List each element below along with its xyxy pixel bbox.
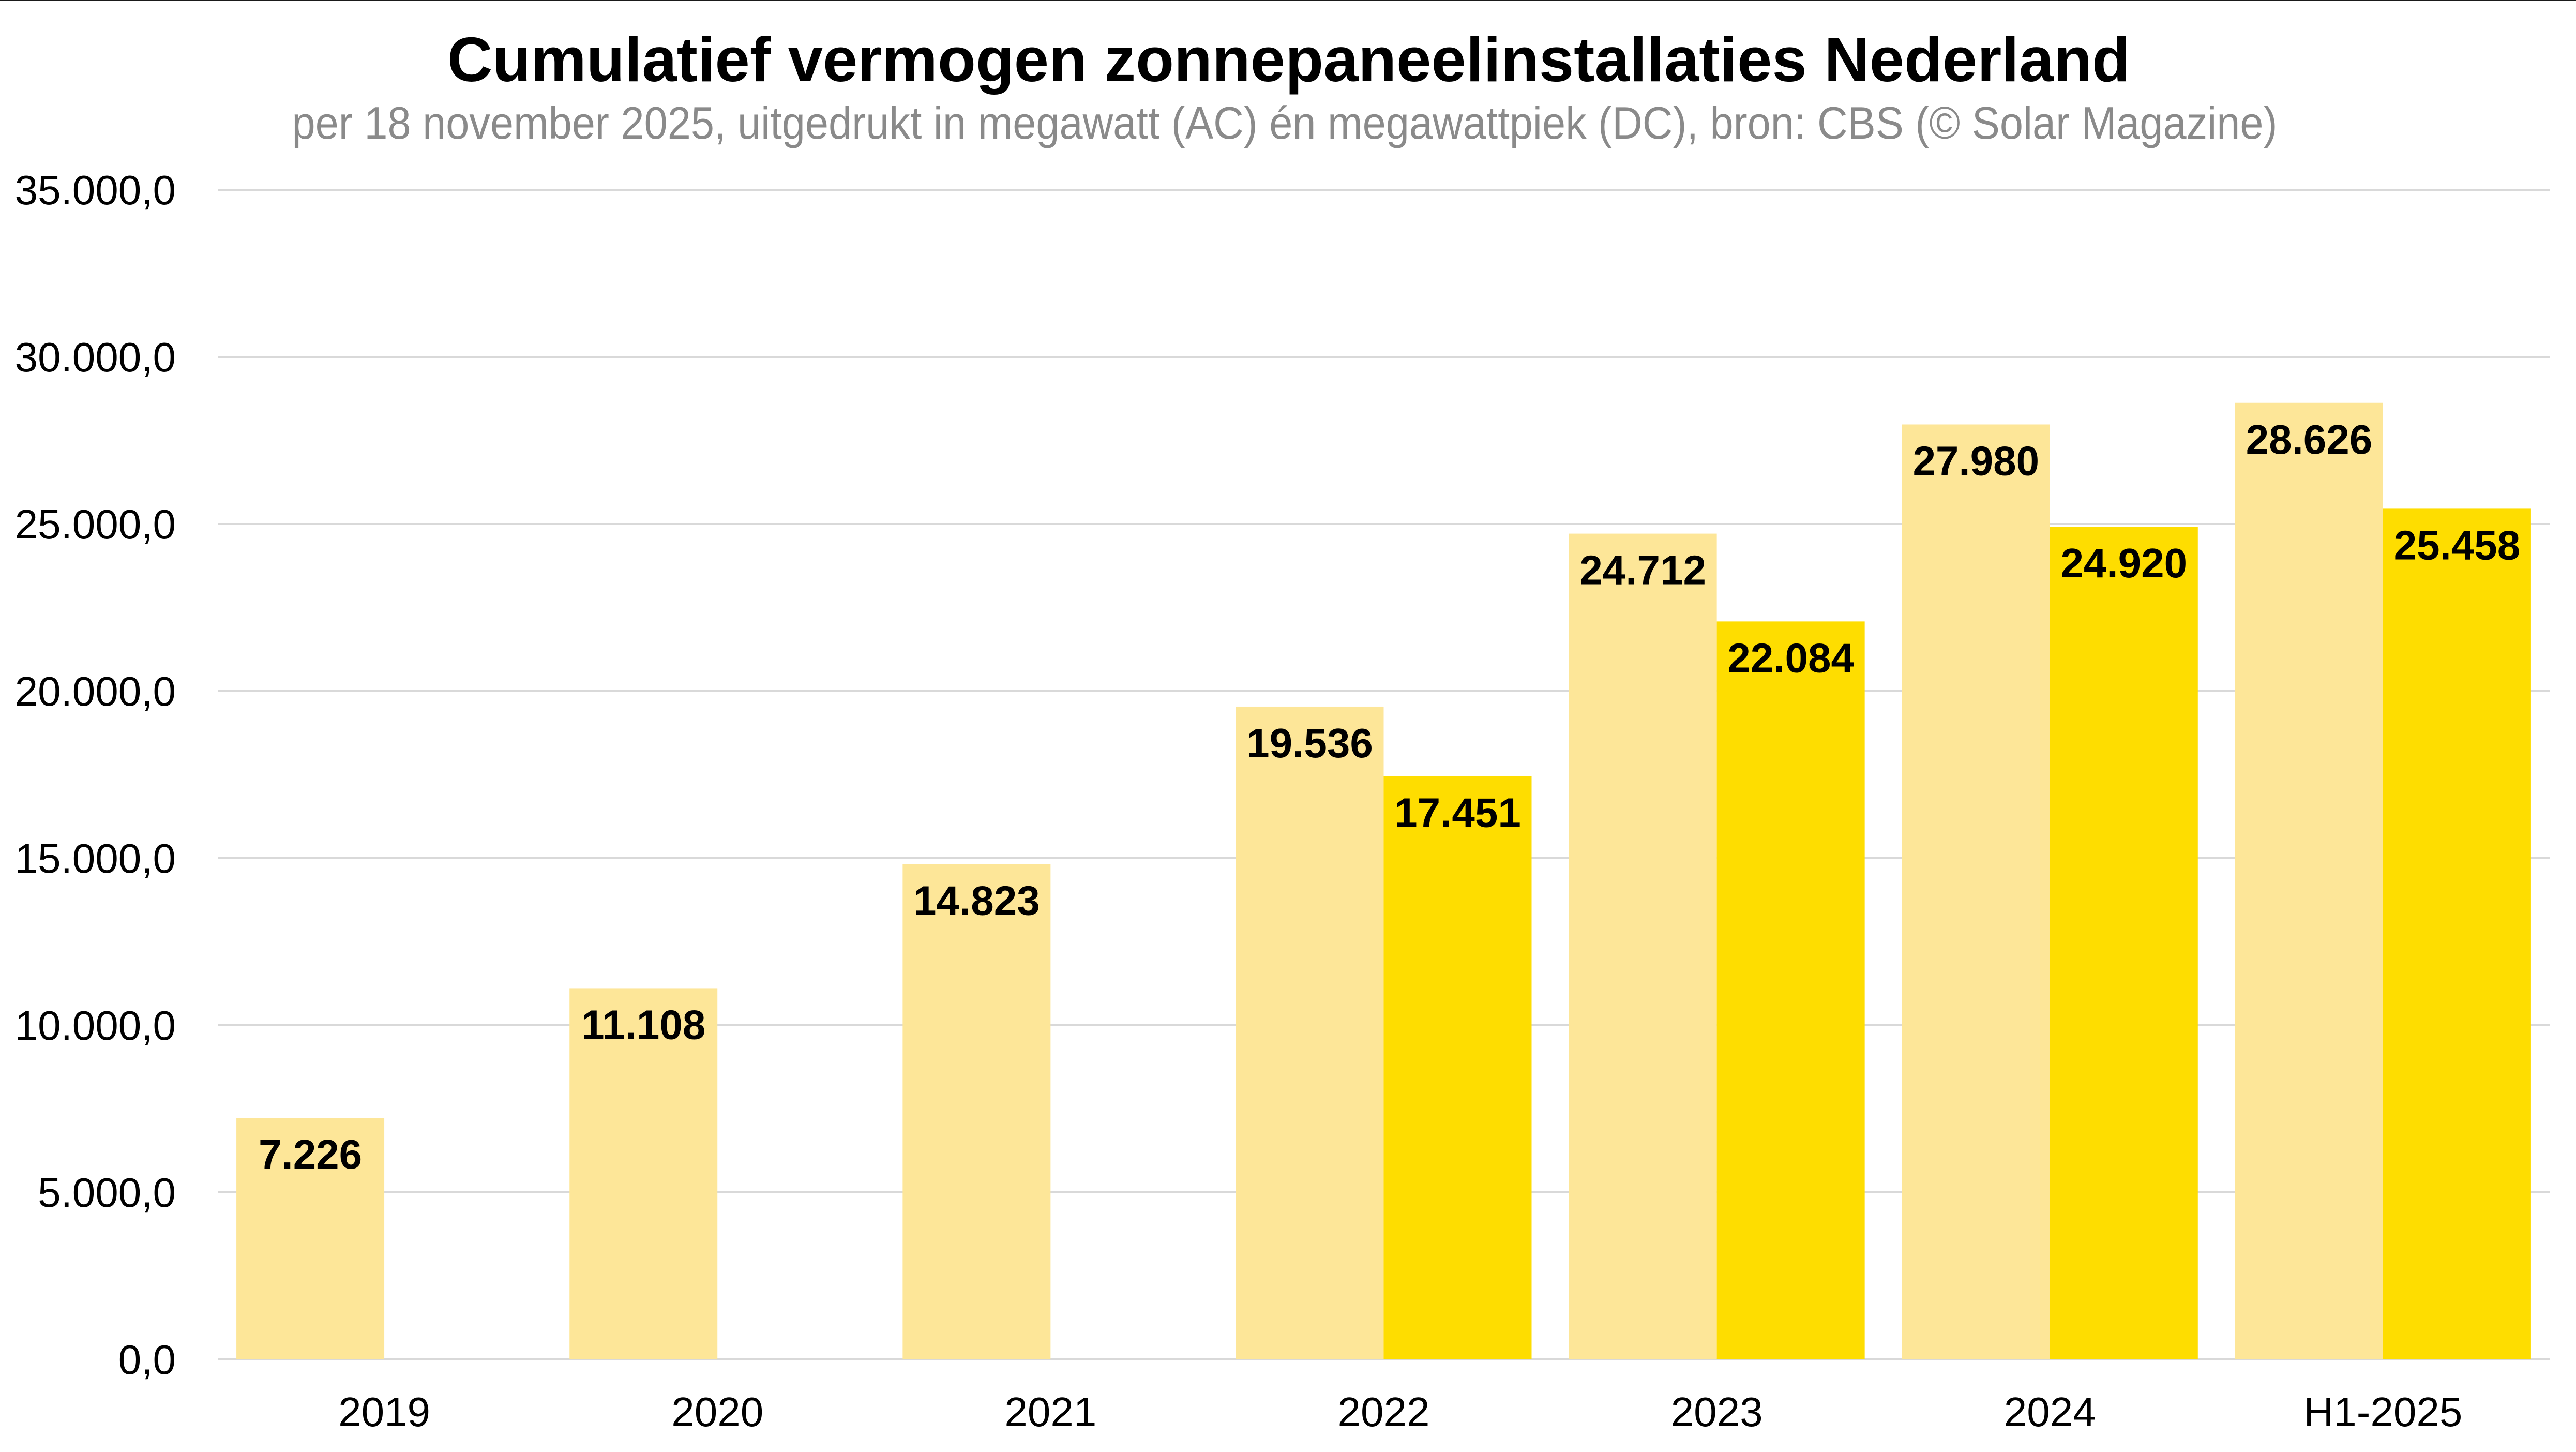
data-label: 25.458 <box>2394 522 2521 568</box>
y-tick-label: 10.000,0 <box>15 1002 176 1049</box>
x-tick-label: 2023 <box>1671 1389 1763 1435</box>
x-tick-label: H1-2025 <box>2303 1389 2462 1435</box>
x-tick-label: 2019 <box>338 1389 430 1435</box>
y-tick-label: 20.000,0 <box>15 668 176 714</box>
bar-series1-2024 <box>1902 424 2050 1360</box>
y-tick-label: 30.000,0 <box>15 334 176 380</box>
data-label: 11.108 <box>581 1001 705 1047</box>
bar-series1-2021 <box>902 864 1051 1359</box>
x-axis-tick-labels: 2019 2020 2021 2022 2023 2024 H1-2025 <box>338 1389 2462 1435</box>
data-labels: 7.226 11.108 14.823 19.536 24.712 27.980 28.62… <box>259 416 2520 1177</box>
bar-series2-2024 <box>2050 527 2198 1360</box>
x-tick-label: 2024 <box>2004 1389 2096 1435</box>
data-label: 27.980 <box>1912 438 2039 484</box>
y-tick-label: 0,0 <box>118 1337 176 1383</box>
x-tick-label: 2022 <box>1338 1389 1430 1435</box>
bars <box>236 402 2531 1360</box>
y-tick-label: 15.000,0 <box>15 835 176 881</box>
data-label: 22.084 <box>1727 635 1854 681</box>
data-label: 24.712 <box>1579 547 1706 593</box>
bar-series2-2022 <box>1383 776 1532 1359</box>
y-tick-label: 25.000,0 <box>15 501 176 547</box>
bar-series2-h1-2025 <box>2383 508 2531 1359</box>
bar-series1-2020 <box>569 988 718 1359</box>
bar-series1-2022 <box>1236 706 1384 1359</box>
data-label: 14.823 <box>913 877 1040 923</box>
bar-series1-h1-2025 <box>2235 402 2383 1359</box>
data-label: 28.626 <box>2246 416 2373 462</box>
chart-title: Cumulatief vermogen zonnepaneelinstallat… <box>447 24 2130 95</box>
y-tick-label: 5.000,0 <box>38 1170 176 1216</box>
y-axis-tick-labels: 0,0 5.000,0 10.000,0 15.000,0 20.000,0 25.000… <box>15 167 176 1383</box>
bar-series1-2019 <box>236 1118 385 1359</box>
data-label: 19.536 <box>1246 720 1373 766</box>
chart-subtitle: per 18 november 2025, uitgedrukt in mega… <box>292 97 2278 148</box>
x-tick-label: 2020 <box>671 1389 763 1435</box>
x-tick-label: 2021 <box>1004 1389 1096 1435</box>
bar-series1-2023 <box>1569 533 1717 1359</box>
bar-series2-2023 <box>1716 621 1865 1359</box>
data-label: 17.451 <box>1394 790 1521 836</box>
top-border <box>0 0 2576 1</box>
data-label: 7.226 <box>259 1131 362 1177</box>
data-label: 24.920 <box>2060 540 2187 586</box>
y-tick-label: 35.000,0 <box>15 167 176 213</box>
